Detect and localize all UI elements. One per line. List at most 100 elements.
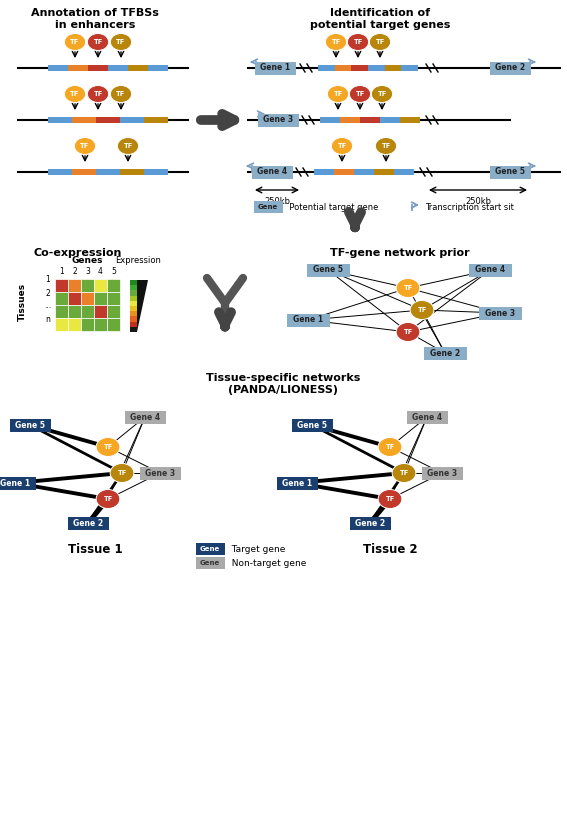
Text: TF: TF: [375, 39, 384, 45]
Text: ...: ...: [44, 302, 52, 311]
Bar: [354, 169, 374, 175]
Bar: [130, 280, 137, 286]
Ellipse shape: [111, 34, 132, 50]
FancyBboxPatch shape: [468, 264, 511, 276]
Bar: [107, 292, 120, 305]
Text: 3: 3: [85, 267, 90, 276]
Bar: [48, 65, 68, 71]
FancyBboxPatch shape: [479, 307, 522, 319]
Ellipse shape: [410, 301, 434, 319]
Bar: [48, 169, 72, 175]
FancyBboxPatch shape: [125, 411, 166, 423]
Text: Gene 5: Gene 5: [297, 421, 327, 429]
Ellipse shape: [87, 86, 109, 102]
Bar: [374, 169, 394, 175]
Text: Gene 4: Gene 4: [412, 412, 442, 422]
FancyBboxPatch shape: [277, 476, 318, 490]
Text: Gene 5: Gene 5: [313, 265, 343, 275]
Bar: [380, 117, 400, 123]
Text: n: n: [45, 314, 50, 323]
Text: Tissues: Tissues: [18, 283, 27, 321]
Bar: [107, 305, 120, 318]
Text: Co-expression: Co-expression: [34, 248, 122, 258]
FancyBboxPatch shape: [286, 313, 329, 327]
Bar: [130, 296, 137, 301]
Bar: [55, 292, 68, 305]
Text: TF: TF: [403, 329, 413, 335]
Bar: [107, 318, 120, 331]
Text: TF: TF: [331, 39, 341, 45]
Ellipse shape: [110, 464, 134, 482]
Ellipse shape: [117, 138, 138, 155]
FancyBboxPatch shape: [307, 264, 349, 276]
Ellipse shape: [331, 138, 353, 155]
Ellipse shape: [65, 34, 86, 50]
FancyBboxPatch shape: [252, 165, 293, 178]
Ellipse shape: [87, 34, 109, 50]
Bar: [81, 318, 94, 331]
Bar: [72, 169, 96, 175]
Bar: [68, 65, 88, 71]
Bar: [144, 169, 168, 175]
FancyBboxPatch shape: [196, 557, 225, 569]
Bar: [318, 65, 335, 71]
Text: Gene 3: Gene 3: [145, 469, 175, 477]
Text: 2: 2: [72, 267, 77, 276]
Bar: [368, 65, 384, 71]
Polygon shape: [137, 280, 148, 332]
Text: Gene 5: Gene 5: [15, 421, 45, 429]
FancyBboxPatch shape: [255, 61, 295, 75]
Ellipse shape: [111, 86, 132, 102]
FancyBboxPatch shape: [253, 201, 282, 213]
Ellipse shape: [378, 438, 402, 456]
FancyBboxPatch shape: [196, 543, 225, 555]
Text: TF: TF: [378, 91, 387, 97]
Text: Gene 2: Gene 2: [430, 349, 460, 358]
Text: 1: 1: [59, 267, 64, 276]
Ellipse shape: [96, 490, 120, 508]
Text: Gene 4: Gene 4: [475, 265, 505, 275]
Bar: [68, 292, 81, 305]
Bar: [340, 117, 360, 123]
Text: TF: TF: [333, 91, 342, 97]
Bar: [72, 117, 96, 123]
Ellipse shape: [378, 490, 402, 508]
FancyBboxPatch shape: [421, 466, 463, 480]
Text: 2: 2: [45, 288, 50, 297]
Bar: [48, 117, 72, 123]
Text: Gene 3: Gene 3: [263, 115, 293, 124]
Text: Tissue 1: Tissue 1: [67, 543, 122, 556]
Text: TF: TF: [399, 470, 409, 476]
Text: Genes: Genes: [72, 256, 103, 265]
Bar: [94, 305, 107, 318]
Text: Gene 1: Gene 1: [260, 64, 290, 72]
Bar: [128, 65, 148, 71]
Text: Gene 1: Gene 1: [293, 316, 323, 324]
Bar: [314, 169, 334, 175]
Bar: [130, 317, 137, 322]
Ellipse shape: [392, 464, 416, 482]
Text: 250kb: 250kb: [465, 197, 491, 206]
Text: TF: TF: [117, 470, 126, 476]
Ellipse shape: [349, 86, 371, 102]
Ellipse shape: [369, 34, 391, 50]
Text: TF: TF: [417, 307, 426, 313]
Ellipse shape: [65, 86, 86, 102]
Text: Potential target gene: Potential target gene: [284, 202, 378, 212]
Bar: [55, 305, 68, 318]
Text: TF: TF: [353, 39, 363, 45]
Bar: [81, 305, 94, 318]
Bar: [352, 65, 368, 71]
Bar: [320, 117, 340, 123]
Bar: [96, 169, 120, 175]
Bar: [107, 279, 120, 292]
Text: TF: TF: [94, 91, 103, 97]
FancyBboxPatch shape: [0, 476, 36, 490]
Ellipse shape: [371, 86, 392, 102]
Text: Tissue-specific networks
(PANDA/LIONESS): Tissue-specific networks (PANDA/LIONESS): [206, 373, 360, 395]
Text: TF: TF: [70, 39, 79, 45]
Text: Gene 5: Gene 5: [495, 167, 525, 176]
Text: 5: 5: [111, 267, 116, 276]
Text: TF: TF: [103, 444, 113, 450]
Bar: [394, 169, 414, 175]
